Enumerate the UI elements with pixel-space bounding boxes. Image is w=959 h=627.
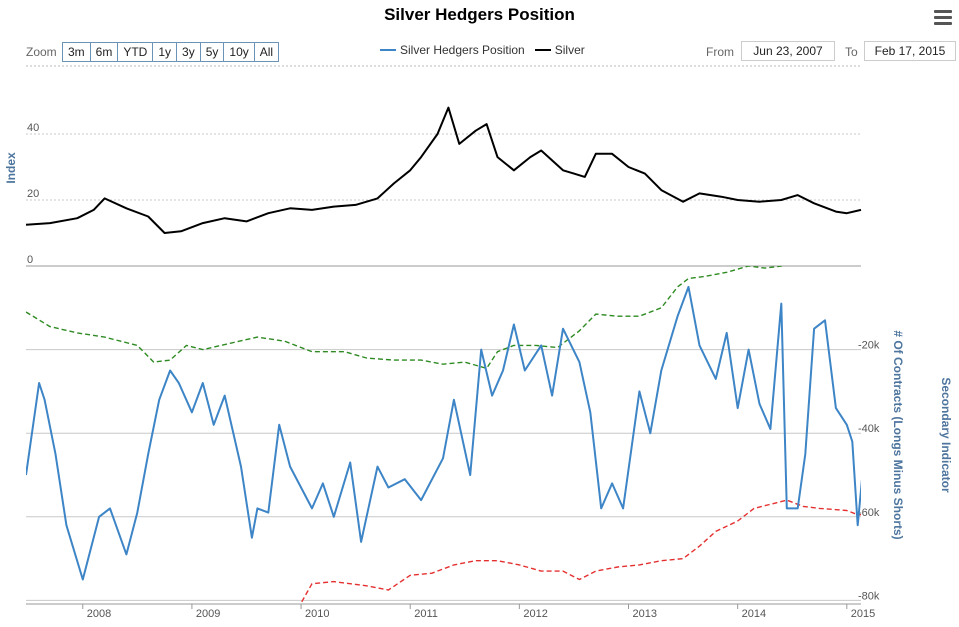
series-line-hedgers-position [26, 285, 861, 581]
x-tick-label: 2010 [305, 608, 329, 620]
y-tick-label-index: 0 [27, 254, 33, 266]
zoom-all-button[interactable]: All [253, 42, 280, 62]
legend-label-silver: Silver [554, 43, 585, 57]
zoom-5y-button[interactable]: 5y [199, 42, 225, 62]
y-tick-label-contracts: -40k [858, 423, 880, 435]
from-label: From [706, 45, 734, 59]
hamburger-menu-icon[interactable] [934, 10, 952, 26]
series-line-red-dashed [299, 499, 861, 604]
legend: Silver Hedgers Position Silver [380, 43, 595, 57]
legend-label-hedgers: Silver Hedgers Position [400, 43, 525, 57]
series-line-silver [25, 106, 862, 234]
series-line-green-dashed [26, 266, 783, 370]
y-axis-title-index: Index [4, 152, 18, 184]
zoom-buttons: 3m 6m YTD 1y 3y 5y 10y All [62, 42, 280, 62]
legend-item-hedgers[interactable]: Silver Hedgers Position [380, 43, 525, 57]
zoom-10y-button[interactable]: 10y [223, 42, 255, 62]
zoom-3m-button[interactable]: 3m [62, 42, 91, 62]
x-tick-label: 2012 [523, 608, 547, 620]
legend-swatch-silver [534, 49, 551, 51]
x-tick-label: 2011 [414, 608, 438, 620]
to-label: To [845, 45, 858, 59]
y-axis-title-secondary: Secondary Indicator [939, 377, 953, 493]
to-date-input[interactable]: Feb 17, 2015 [864, 41, 956, 61]
y-tick-label-index: 20 [27, 188, 39, 200]
y-tick-label-contracts: -80k [858, 590, 880, 602]
x-tick-label: 2009 [196, 608, 220, 620]
legend-swatch-hedgers [380, 49, 396, 51]
zoom-ytd-button[interactable]: YTD [117, 42, 154, 62]
zoom-3y-button[interactable]: 3y [176, 42, 201, 62]
y-tick-label-contracts: -60k [858, 507, 880, 519]
from-date-input[interactable]: Jun 23, 2007 [741, 41, 835, 61]
x-tick-label: 2008 [87, 608, 111, 620]
y-tick-label-contracts: -20k [858, 340, 880, 352]
zoom-1y-button[interactable]: 1y [152, 42, 178, 62]
x-tick-label: 2015 [851, 608, 875, 620]
x-tick-label: 2013 [633, 608, 657, 620]
legend-item-silver[interactable]: Silver [534, 43, 585, 57]
x-tick-label: 2014 [742, 608, 766, 620]
zoom-label: Zoom [26, 45, 57, 59]
y-axis-title-contracts: # Of Contracts (Longs Minus Shorts) [891, 330, 905, 539]
y-tick-label-index: 40 [27, 122, 39, 134]
chart-title: Silver Hedgers Position [384, 5, 575, 24]
